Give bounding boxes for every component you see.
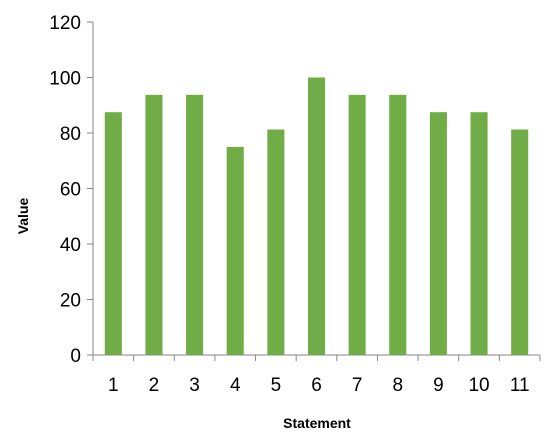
bar (348, 94, 366, 355)
x-tick-label: 3 (189, 375, 200, 396)
y-tick-label: 80 (60, 124, 81, 145)
bar (145, 94, 163, 355)
bar (267, 129, 285, 355)
x-axis-title: Statement (283, 415, 351, 431)
bar (186, 94, 204, 355)
bar (104, 112, 122, 355)
bar (429, 112, 447, 355)
y-tick-label: 60 (60, 180, 81, 201)
x-tick-label: 9 (433, 375, 444, 396)
x-tick-label: 4 (230, 375, 241, 396)
bar (307, 77, 326, 355)
y-tick-label: 120 (49, 13, 81, 34)
bar (389, 94, 407, 355)
x-axis: 1 2 3 4 5 6 7 8 9 10 11 (92, 354, 541, 396)
x-tick-label: 10 (468, 375, 489, 396)
x-tick-label: 7 (352, 375, 363, 396)
x-tick-label: 1 (108, 375, 119, 396)
x-tick-label: 2 (149, 375, 160, 396)
y-tick-label: 100 (49, 69, 81, 90)
x-tick-label: 5 (271, 375, 282, 396)
y-tick-label: 20 (60, 291, 81, 312)
bar (511, 129, 529, 355)
bars (104, 77, 529, 355)
bar (470, 112, 488, 355)
x-tick-label: 11 (510, 375, 530, 396)
y-tick-label: 40 (60, 235, 81, 256)
x-tick-label: 8 (392, 375, 403, 396)
y-tick-label: 0 (70, 346, 81, 367)
y-axis: 0 20 40 60 80 100 120 (49, 13, 94, 367)
y-axis-title: Value (15, 198, 31, 235)
x-tick-label: 6 (311, 375, 322, 396)
bar (226, 146, 244, 355)
